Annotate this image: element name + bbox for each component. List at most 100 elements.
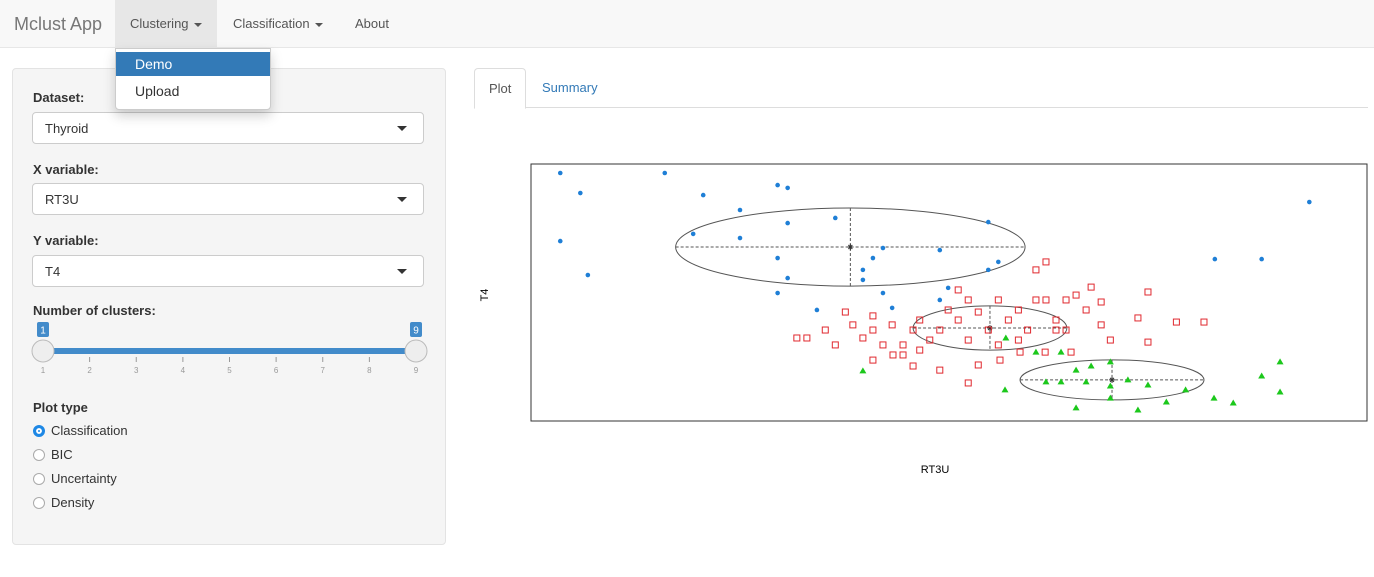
label: Number of clusters: [33,303,156,318]
tab[interactable]: Plot [474,68,527,109]
label: Plot type [33,400,88,415]
point [775,182,780,188]
point [1172,318,1180,326]
point [849,321,857,329]
point [909,326,917,334]
point [785,185,790,191]
point [814,307,820,313]
point [1072,291,1080,299]
radio-circle[interactable] [33,497,45,509]
point [1062,296,1070,304]
point [1052,326,1060,334]
select-value: Thyroid [45,121,89,136]
point [1014,306,1022,314]
slider-tick-label: 8 [367,366,372,375]
point [1042,378,1050,385]
point [985,219,991,225]
tab[interactable]: Summary [542,80,598,95]
point [1002,334,1010,341]
point [899,341,907,349]
point [1087,283,1095,291]
point [974,308,982,316]
slider-handle[interactable] [404,339,428,363]
radio-label[interactable]: BIC [51,447,73,462]
point [1032,296,1040,304]
point [737,207,743,213]
point [1016,348,1024,356]
point [1042,258,1050,266]
radio-circle[interactable] [33,449,45,461]
point [1182,386,1190,393]
point [1067,348,1075,356]
point [1032,348,1040,355]
point [880,290,886,296]
point [994,341,1002,349]
point [1200,318,1208,326]
point [870,255,876,261]
point [984,326,992,334]
point [578,190,583,196]
point [916,346,924,354]
point [1057,378,1065,385]
radio-option[interactable]: Density [33,495,94,510]
point [996,259,1001,265]
select[interactable]: T4 [32,255,424,287]
brand[interactable]: Mclust App [14,14,103,34]
radio-label[interactable]: Uncertainty [51,471,117,486]
point [859,334,867,342]
tabs: Plot Summary [474,68,1368,109]
point [945,285,951,291]
point [785,275,790,281]
point [1072,366,1080,373]
select[interactable]: RT3U [32,183,424,215]
slider-value: 9 [413,326,419,337]
point [1144,381,1152,388]
point [936,326,944,334]
select[interactable]: Thyroid [32,112,424,144]
point [1032,266,1040,274]
point [1134,406,1142,413]
slider-range [43,348,416,354]
point [1162,398,1170,405]
menu[interactable]: About [355,16,389,31]
point [793,334,801,342]
menu-label[interactable]: Clustering [130,16,189,31]
point [557,170,563,176]
point [1276,358,1284,365]
radio-label[interactable]: Classification [51,423,128,438]
cluster-center [847,244,854,251]
point [936,366,944,374]
point [1106,358,1114,365]
select-value: T4 [45,264,61,279]
menu[interactable]: Classification [233,16,323,31]
x-axis-label: RT3U [921,464,950,476]
menu-label[interactable]: About [355,16,389,31]
menu[interactable]: Clustering [115,0,217,47]
point [803,334,811,342]
slider-handle[interactable] [31,339,55,363]
slider-badge [37,322,49,337]
point [1229,399,1237,406]
radio-circle[interactable] [33,425,45,437]
slider[interactable]: 1 2 3 4 5 6 7 8 9 1 9 [13,319,445,379]
dropdown-item[interactable]: Upload [135,83,180,99]
sidebar: Dataset: Thyroid X variable: RT3U Y vari… [12,68,446,545]
point [1097,298,1105,306]
point [889,305,895,311]
point [954,286,962,294]
radio-option[interactable]: BIC [33,447,73,462]
point [585,272,591,278]
point [1210,394,1218,401]
radio-option[interactable]: Classification [33,423,128,438]
radio-label[interactable]: Density [51,495,95,510]
point [1087,362,1095,369]
radio-option[interactable]: Uncertainty [33,471,117,486]
point [974,361,982,369]
dropdown-item[interactable]: Demo [116,52,270,76]
point [985,267,991,273]
menu-label[interactable]: Classification [233,16,310,31]
point [859,367,867,374]
radio-circle[interactable] [33,473,45,485]
point [860,267,866,273]
